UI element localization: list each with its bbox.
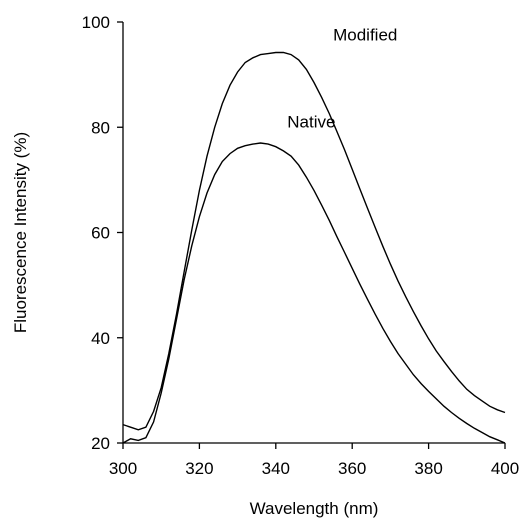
- x-tick-label: 360: [338, 459, 366, 478]
- y-tick-label: 40: [91, 329, 110, 348]
- x-tick-label: 300: [109, 459, 137, 478]
- x-tick-label: 400: [491, 459, 519, 478]
- x-tick-label: 320: [185, 459, 213, 478]
- y-tick-label: 20: [91, 434, 110, 453]
- annotation-native: Native: [287, 112, 335, 131]
- series-line-modified: [122, 51, 506, 431]
- x-tick-label: 340: [262, 459, 290, 478]
- x-axis-title: Wavelength (nm): [250, 499, 379, 518]
- series-group: [122, 51, 506, 444]
- y-tick-label: 100: [82, 13, 110, 32]
- y-tick-label: 60: [91, 224, 110, 243]
- annotations: Modified Native: [287, 25, 397, 131]
- axes: [122, 22, 505, 444]
- annotation-modified: Modified: [333, 25, 397, 44]
- series-line-native: [122, 142, 506, 444]
- y-tick-label: 80: [91, 118, 110, 137]
- y-axis-title: Fluorescence Intensity (%): [11, 132, 30, 333]
- y-ticks: 20 40 60 80 100: [82, 13, 123, 453]
- x-ticks: 300 320 340 360 380 400: [109, 443, 519, 478]
- x-tick-label: 380: [414, 459, 442, 478]
